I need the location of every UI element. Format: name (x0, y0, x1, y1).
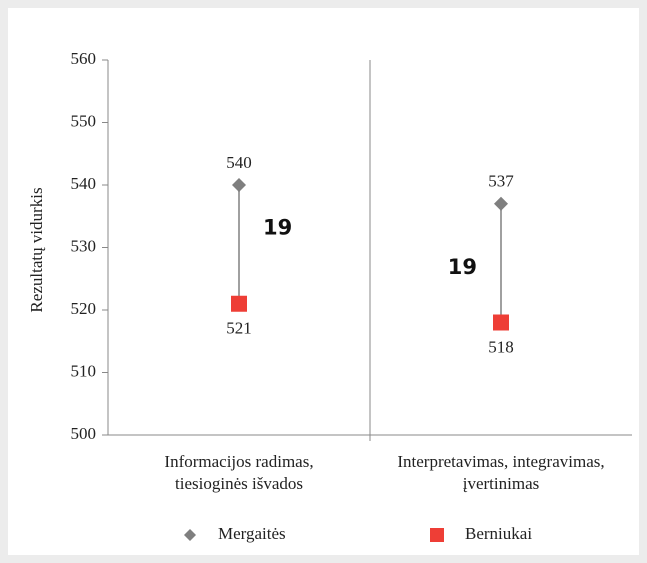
x-tick-label: Informacijos radimas, (164, 452, 313, 471)
chart-frame (8, 8, 639, 555)
y-tick-label: 540 (71, 174, 97, 193)
x-tick-label: įvertinimas (463, 474, 539, 493)
y-tick-label: 520 (71, 299, 97, 318)
x-tick-label: tiesioginės išvados (175, 474, 303, 493)
y-axis-label: Rezultatų vidurkis (27, 187, 46, 312)
legend-marker (430, 528, 444, 542)
diamond-marker (232, 178, 246, 192)
y-tick-label: 550 (71, 111, 97, 130)
data-label: 518 (488, 337, 514, 356)
diamond-marker (494, 196, 508, 211)
legend-marker (184, 529, 196, 541)
difference-label: 19 (448, 255, 477, 279)
x-tick-label: Interpretavimas, integravimas, (397, 452, 604, 471)
square-marker (493, 314, 509, 331)
data-label: 540 (226, 153, 252, 172)
y-tick-label: 510 (71, 361, 97, 380)
difference-label: 19 (263, 215, 292, 239)
y-tick-label: 500 (71, 424, 97, 443)
square-marker (231, 295, 247, 312)
y-tick-label: 560 (71, 49, 97, 68)
data-label: 521 (226, 319, 252, 338)
legend-label: Berniukai (465, 524, 532, 543)
y-tick-label: 530 (71, 236, 97, 255)
legend-label: Mergaitės (218, 524, 286, 543)
data-label: 537 (488, 172, 514, 191)
